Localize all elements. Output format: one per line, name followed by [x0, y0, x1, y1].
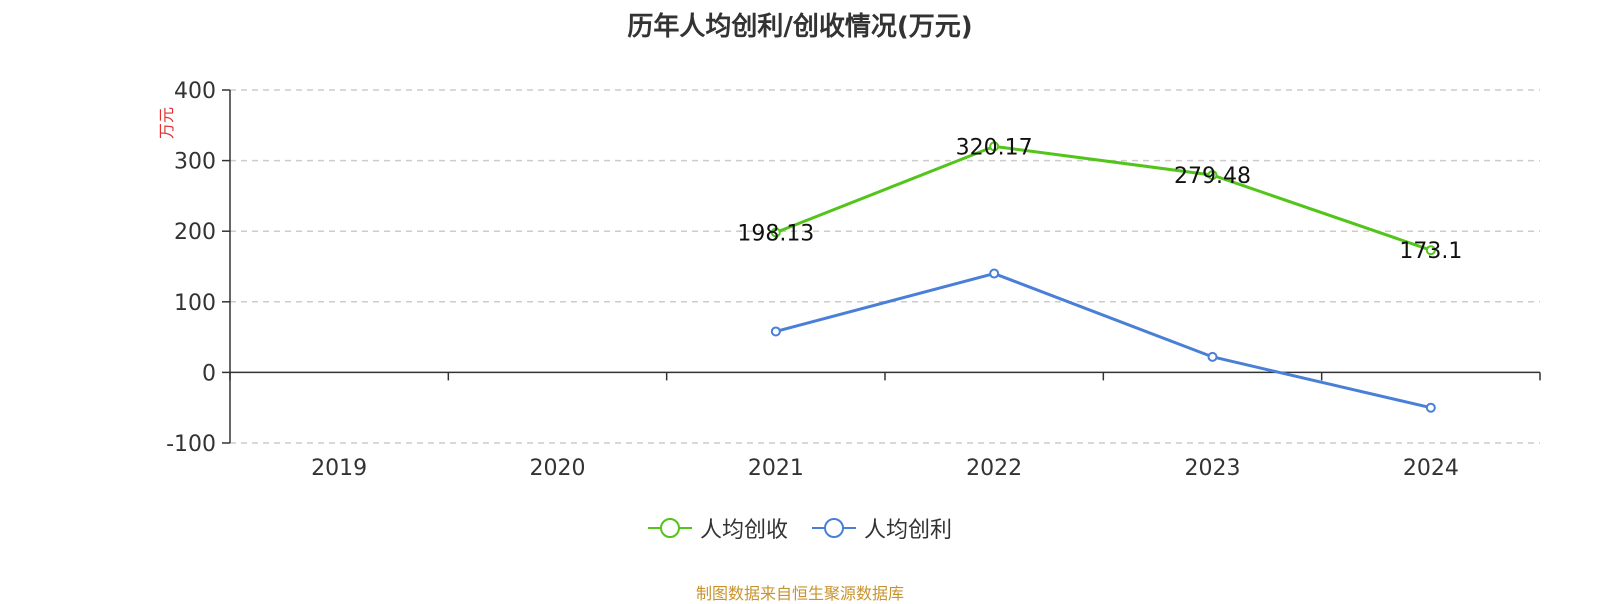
legend-line-circle-icon	[812, 518, 856, 538]
data-point[interactable]	[1425, 402, 1436, 413]
y-tick-label: 300	[174, 150, 216, 175]
data-point[interactable]	[770, 326, 781, 337]
data-point[interactable]	[989, 141, 1000, 152]
data-label: 198.13	[737, 222, 814, 247]
x-tick-label: 2021	[748, 456, 804, 481]
legend-label: 人均创收	[699, 518, 788, 543]
series	[770, 141, 1436, 413]
data-label: 320.17	[956, 135, 1033, 160]
y-axis-label: 万元	[157, 107, 176, 139]
y-tick-label: -100	[166, 432, 216, 457]
y-tick-label: 0	[202, 361, 216, 386]
data-source: 制图数据来自恒生聚源数据库	[695, 584, 904, 603]
legend-item[interactable]: 人均创收	[647, 512, 788, 544]
x-tick-label: 2022	[966, 456, 1022, 481]
series-line	[775, 144, 1432, 252]
data-label: 173.1	[1399, 239, 1462, 264]
y-tick-label: 400	[174, 79, 216, 104]
legend-item[interactable]: 人均创利	[812, 512, 952, 544]
data-point[interactable]	[1207, 351, 1218, 362]
legend-label: 人均创利	[864, 518, 953, 543]
series-line	[775, 271, 1432, 410]
data-point[interactable]	[989, 268, 1000, 279]
data-point[interactable]	[1425, 245, 1436, 256]
data-point[interactable]	[770, 227, 781, 238]
x-tick-label: 2019	[311, 456, 367, 481]
y-tick-label: 100	[174, 291, 216, 316]
x-tick-label: 2023	[1185, 456, 1241, 481]
x-tick-label: 2024	[1403, 456, 1459, 481]
x-tick-label: 2020	[530, 456, 586, 481]
y-tick-label: 200	[174, 220, 216, 245]
data-label: 279.48	[1174, 164, 1251, 189]
chart-title: 历年人均创利/创收情况(万元)	[627, 12, 973, 42]
legend-line-circle-icon	[647, 518, 692, 538]
grid-lines	[230, 89, 1540, 444]
data-labels: 198.13 320.17 279.48 173.1	[737, 135, 1462, 264]
legend: 人均创收 人均创利	[0, 512, 1600, 544]
axes: -100 0 100 200 300 400 万元 2019 2020 2021 2022 2023 2…	[157, 79, 1541, 481]
data-point[interactable]	[1207, 170, 1218, 181]
